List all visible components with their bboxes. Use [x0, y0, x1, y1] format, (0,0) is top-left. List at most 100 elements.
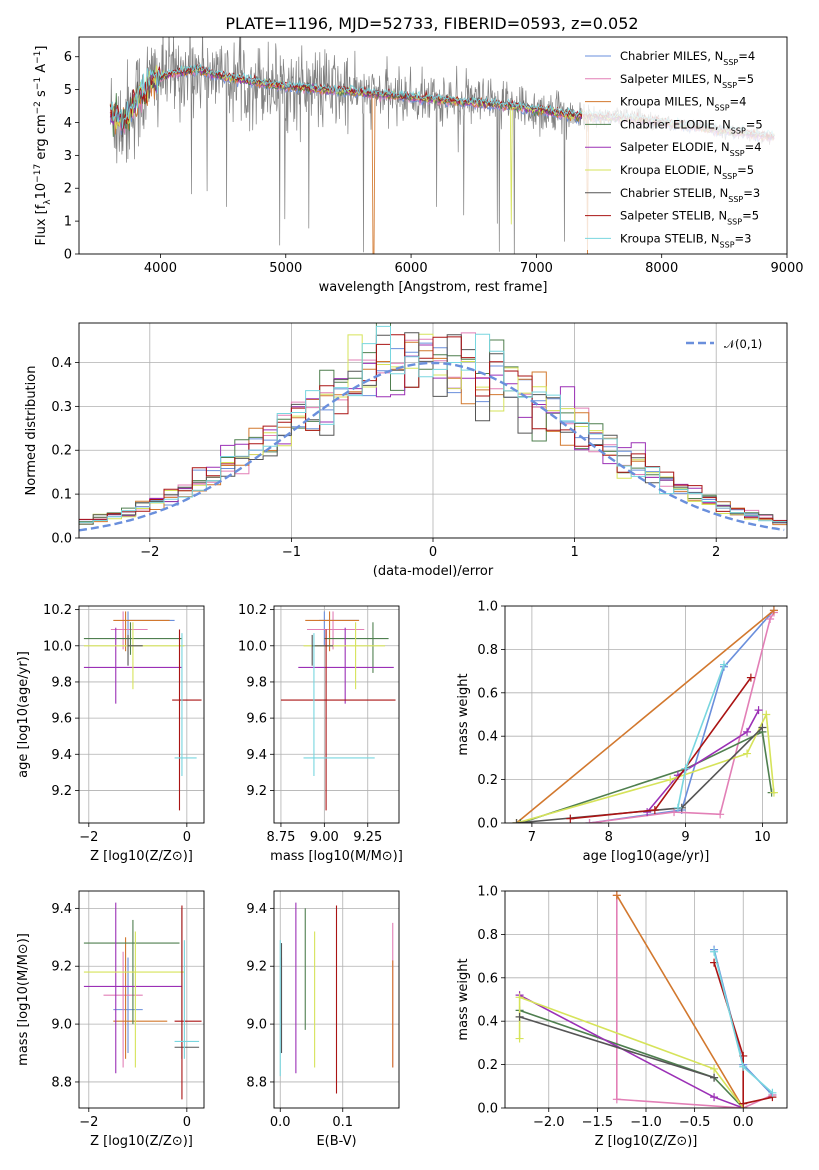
residuals-xlabel: (data-model)/error [373, 564, 494, 579]
series-line [616, 895, 773, 1108]
y-tick-label: 9.8 [246, 675, 267, 690]
series-point-marker [754, 706, 763, 715]
y-tick-label: 9.4 [51, 748, 72, 763]
y-tick-label: 5 [64, 83, 72, 98]
Z-age-ylabel: age [log10(age/yr)] [16, 651, 31, 778]
legend-sub: SSP [722, 172, 737, 181]
Z-weight-xlabel: Z [log10(Z/Z⊙)] [595, 1134, 698, 1149]
Z-age-xlabel: Z [log10(Z/Z⊙)] [90, 849, 193, 864]
y-tick-label: 9.6 [51, 712, 72, 727]
x-tick-label: 0.0 [270, 1115, 291, 1130]
errorbar-kroupa-stelib [174, 940, 200, 1059]
y-tick-label: 9.0 [51, 1018, 72, 1033]
y-tick-label: 4 [64, 116, 72, 131]
Z-weight-grid [505, 891, 787, 1108]
age-weight-xlabel: age [log10(age/yr)] [583, 849, 710, 864]
normal-curve [79, 361, 785, 532]
ylabel-part: −2 [33, 101, 43, 114]
y-tick-label: 1.0 [477, 885, 498, 900]
residuals-panel: −2 −1 0 1 2 0.0 0.1 0.2 0.3 0.4 (data-model)/error… [24, 322, 788, 579]
x-tick-label: −1 [282, 545, 301, 560]
legend-name: Kroupa STELIB, N [620, 231, 720, 245]
Z-age-frame [78, 605, 205, 824]
legend-sub: SSP [723, 58, 738, 67]
y-tick-label: 0.3 [51, 400, 72, 415]
legend-name: Kroupa MILES, N [620, 95, 715, 109]
legend-label: 𝒩(0,1) [724, 337, 762, 351]
series-line [516, 711, 775, 823]
y-tick-label: 8.8 [246, 1075, 267, 1090]
legend-label: Chabrier ELODIE, NSSP=5 [620, 117, 763, 135]
Z-mass-plot-area [79, 891, 204, 1108]
legend-label: Kroupa MILES, NSSP=4 [620, 95, 746, 113]
mass-age-frame [273, 605, 400, 824]
series-point-marker [710, 1093, 719, 1102]
x-tick-label: −2 [79, 830, 98, 845]
errorbar-chabrier-stelib [127, 634, 143, 666]
errorbar-kroupa-stelib [174, 633, 197, 776]
legend-label: Salpeter MILES, NSSP=5 [620, 72, 754, 90]
x-tick-label: 2 [712, 545, 720, 560]
legend-label: Chabrier MILES, NSSP=4 [620, 49, 755, 67]
y-tick-label: 0.1 [51, 488, 72, 503]
ylabel-part: λ [43, 199, 53, 205]
y-tick-label: 0.8 [477, 643, 498, 658]
y-tick-label: 10.0 [43, 639, 72, 654]
x-tick-label: −1.0 [630, 1115, 662, 1130]
y-tick-label: 8.8 [51, 1075, 72, 1090]
errorbar-chabrier-miles [113, 957, 143, 1054]
series-line [519, 1009, 744, 1108]
Z-mass-grid [79, 891, 204, 1108]
legend-sub: SSP [727, 217, 742, 226]
y-tick-label: 9.2 [51, 960, 72, 975]
series-point-marker [710, 1064, 719, 1073]
series-line [519, 1016, 715, 1079]
series-chabrier-miles [585, 606, 778, 823]
y-tick-label: 0.6 [477, 686, 498, 701]
series-point-marker [585, 819, 594, 823]
series-point-marker [716, 810, 725, 819]
series-line [515, 609, 775, 823]
legend-name: Chabrier ELODIE, N [620, 117, 731, 131]
legend-value: =3 [743, 186, 760, 200]
y-tick-label: 0.4 [477, 730, 498, 745]
series-salpeter-miles [585, 608, 778, 823]
legend-label: Kroupa ELODIE, NSSP=5 [620, 163, 754, 181]
errorbar-kroupa-miles [113, 937, 168, 1059]
y-tick-label: 0.6 [477, 971, 498, 986]
Z-mass-frame [78, 890, 205, 1109]
Z-weight-ylabel: mass weight [456, 958, 471, 1040]
errorbar-chabrier-miles [319, 611, 360, 646]
y-tick-label: 0.2 [51, 444, 72, 459]
x-tick-label: 0.1 [332, 1115, 353, 1130]
legend-name: Chabrier MILES, N [620, 49, 723, 63]
y-tick-label: 9.4 [246, 902, 267, 917]
series-line [646, 709, 760, 813]
series-kroupa-miles [512, 606, 778, 823]
series-kroupa-stelib [673, 660, 728, 812]
series-point-marker [516, 819, 525, 823]
series-line [516, 726, 763, 823]
series-point-marker [758, 723, 767, 732]
y-tick-label: 0.2 [477, 1058, 498, 1073]
x-tick-label: 8.75 [266, 830, 295, 845]
y-tick-label: 9.8 [51, 675, 72, 690]
errorbar-salpeter-stelib [174, 905, 202, 1100]
figure-title: PLATE=1196, MJD=52733, FIBERID=0593, z=0… [225, 14, 638, 33]
series-point-marker [650, 805, 659, 814]
ylabel-part: −17 [33, 164, 43, 183]
hist-salpeter-stelib [79, 334, 787, 522]
series-point-marker [743, 727, 752, 736]
ylabel-part: erg cm [34, 114, 49, 163]
series-point-marker [512, 819, 521, 823]
legend-value: =3 [735, 231, 752, 245]
ylabel-part: −1 [33, 51, 43, 64]
x-tick-label: 0 [183, 830, 191, 845]
legend-value: =4 [730, 95, 747, 109]
age-weight-plot-area [505, 606, 787, 823]
series-point-marker [612, 891, 621, 900]
errorbar-kroupa-miles [305, 611, 360, 652]
age-weight-grid [505, 606, 787, 823]
age-weight-panel: 7 8 9 10 0.0 0.2 0.4 0.6 0.8 1.0 age [log10(age/yr… [456, 600, 788, 864]
